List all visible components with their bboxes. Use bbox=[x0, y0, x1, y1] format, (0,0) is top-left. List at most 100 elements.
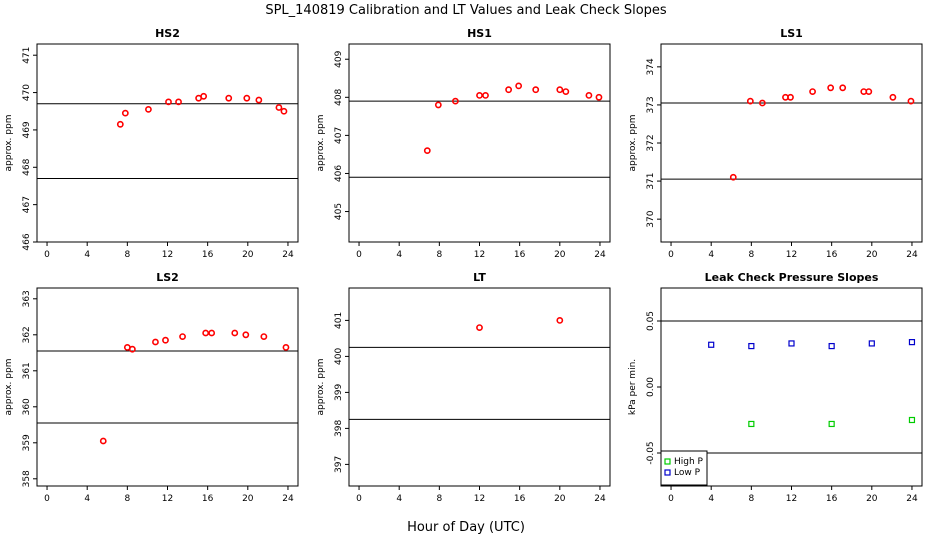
data-point bbox=[128, 345, 136, 353]
data-point bbox=[532, 86, 540, 94]
x-tick-label: 0 bbox=[356, 494, 362, 504]
data-point bbox=[839, 84, 847, 92]
data-point bbox=[423, 147, 431, 155]
y-tick-label: 470 bbox=[22, 84, 32, 101]
y-tick-label: 468 bbox=[22, 158, 32, 175]
data-point bbox=[434, 101, 442, 109]
data-point bbox=[827, 84, 835, 92]
data-point bbox=[231, 329, 239, 337]
y-axis-label: approx. ppm bbox=[4, 115, 14, 172]
x-tick-label: 4 bbox=[708, 494, 714, 504]
data-point bbox=[225, 94, 233, 102]
legend-box bbox=[660, 450, 708, 486]
data-point bbox=[585, 92, 593, 99]
data-point bbox=[515, 82, 523, 90]
data-point bbox=[865, 88, 873, 95]
x-axis-label: Hour of Day (UTC) bbox=[407, 520, 525, 535]
y-tick-label: -0.05 bbox=[646, 441, 656, 464]
x-tick-label: 20 bbox=[242, 250, 254, 260]
data-point bbox=[242, 331, 250, 339]
x-tick-label: 24 bbox=[282, 494, 294, 504]
x-tick-label: 12 bbox=[786, 494, 797, 504]
data-point bbox=[809, 88, 816, 95]
data-point bbox=[908, 339, 916, 346]
y-tick-label: 406 bbox=[334, 165, 344, 182]
x-tick-label: 4 bbox=[84, 250, 90, 260]
legend-entry: Low P bbox=[674, 468, 701, 478]
data-point bbox=[208, 329, 216, 337]
data-point bbox=[165, 98, 172, 106]
y-axis-label: approx. ppm bbox=[628, 115, 638, 172]
data-point bbox=[175, 98, 182, 106]
panel-4: LS2 approx. ppm 0 4 8 12 16 20 24 358 359 360 361 362… bbox=[4, 271, 299, 504]
x-tick-label: 24 bbox=[282, 250, 294, 260]
data-point bbox=[908, 416, 916, 424]
plot-frame bbox=[348, 287, 611, 487]
x-tick-label: 4 bbox=[708, 250, 714, 260]
data-point bbox=[729, 173, 737, 181]
x-tick-label: 16 bbox=[826, 250, 838, 260]
panel-title: LS1 bbox=[780, 27, 803, 40]
y-tick-label: 401 bbox=[334, 312, 344, 329]
data-point bbox=[280, 107, 288, 115]
y-tick-label: 372 bbox=[646, 134, 656, 151]
y-tick-label: 398 bbox=[334, 420, 344, 437]
x-tick-label: 8 bbox=[748, 250, 754, 260]
y-tick-label: 373 bbox=[646, 96, 656, 113]
x-tick-label: 12 bbox=[162, 494, 173, 504]
data-point bbox=[282, 343, 290, 351]
y-axis-label: approx. ppm bbox=[4, 359, 14, 416]
data-point bbox=[116, 120, 124, 128]
y-tick-label: 0.05 bbox=[646, 311, 656, 331]
plot-frame bbox=[348, 43, 611, 243]
x-tick-label: 8 bbox=[436, 494, 442, 504]
x-tick-label: 0 bbox=[356, 250, 362, 260]
y-tick-label: 405 bbox=[334, 203, 344, 220]
x-tick-label: 12 bbox=[162, 250, 173, 260]
x-tick-label: 24 bbox=[594, 250, 606, 260]
panel-3: LS1 approx. ppm 0 4 8 12 16 20 24 370 371 372 373 374 bbox=[628, 27, 923, 260]
x-tick-label: 12 bbox=[786, 250, 797, 260]
data-point bbox=[748, 420, 755, 428]
panel-5: LT approx. ppm 0 4 8 12 16 20 24 397 398 399 400 401 bbox=[316, 271, 611, 504]
y-tick-label: 362 bbox=[22, 326, 32, 343]
x-tick-label: 8 bbox=[124, 494, 130, 504]
x-tick-label: 20 bbox=[866, 494, 878, 504]
x-tick-label: 0 bbox=[44, 494, 50, 504]
y-tick-label: 400 bbox=[334, 348, 344, 365]
panel-title: HS2 bbox=[155, 27, 180, 40]
plot-frame bbox=[660, 43, 923, 243]
data-point bbox=[828, 420, 835, 428]
x-tick-label: 8 bbox=[748, 494, 754, 504]
x-tick-label: 20 bbox=[554, 494, 566, 504]
x-tick-label: 4 bbox=[84, 494, 90, 504]
legend-entry: High P bbox=[674, 457, 704, 467]
legend-marker bbox=[664, 469, 671, 476]
x-tick-label: 8 bbox=[124, 250, 130, 260]
y-axis-label: kPa per min. bbox=[628, 359, 638, 415]
data-point bbox=[868, 340, 875, 347]
x-tick-label: 24 bbox=[594, 494, 606, 504]
data-point bbox=[482, 92, 489, 99]
data-point bbox=[746, 97, 754, 105]
legend-marker bbox=[664, 458, 671, 465]
y-tick-label: 399 bbox=[334, 384, 344, 401]
x-tick-label: 4 bbox=[396, 250, 402, 260]
y-tick-label: 361 bbox=[22, 362, 32, 379]
panel-title: HS1 bbox=[467, 27, 492, 40]
y-tick-label: 360 bbox=[22, 398, 32, 415]
panel-title: LS2 bbox=[156, 271, 179, 284]
x-tick-label: 20 bbox=[554, 250, 566, 260]
data-point bbox=[152, 338, 159, 346]
x-tick-label: 16 bbox=[202, 250, 214, 260]
x-tick-label: 24 bbox=[906, 250, 918, 260]
x-tick-label: 12 bbox=[474, 494, 485, 504]
data-point bbox=[758, 99, 766, 107]
y-tick-label: 0.00 bbox=[646, 377, 656, 397]
panel-6: Leak Check Pressure Slopes kPa per min. 0 4… bbox=[628, 271, 923, 504]
data-point bbox=[99, 437, 107, 445]
x-tick-label: 8 bbox=[436, 250, 442, 260]
data-point bbox=[556, 316, 564, 324]
panel-1: HS2 approx. ppm 0 4 8 12 16 20 24 466 467 468 469 470… bbox=[4, 27, 299, 260]
x-tick-label: 0 bbox=[44, 250, 50, 260]
